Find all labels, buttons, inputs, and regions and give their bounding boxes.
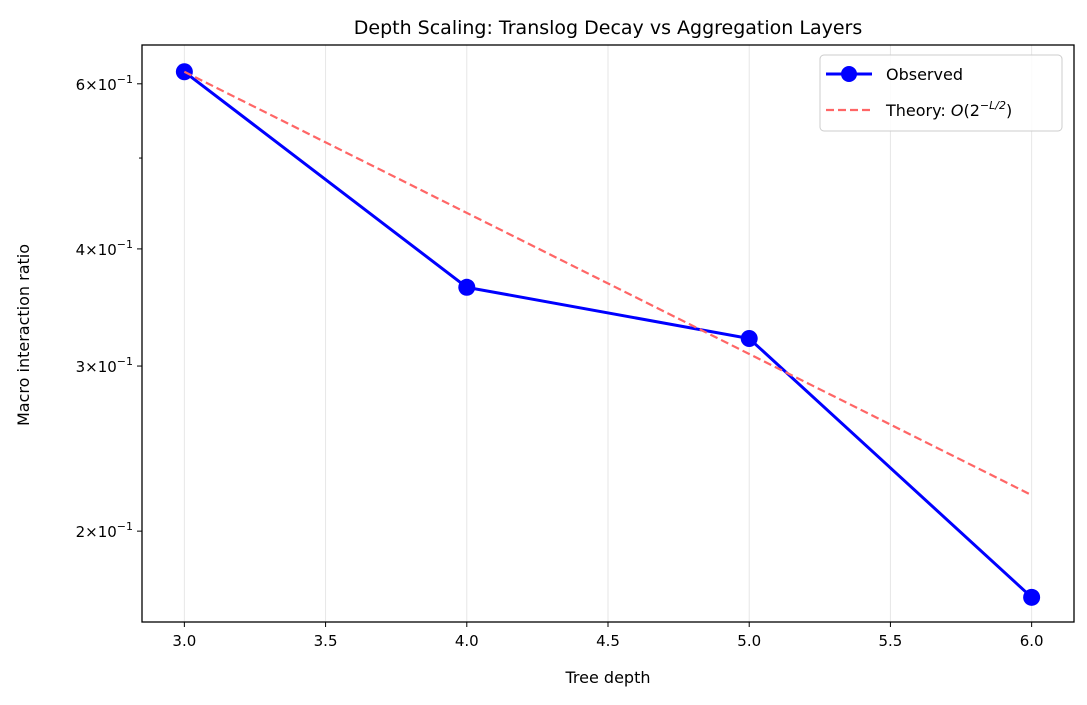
y-tick-exponent: −1 [117,73,133,86]
y-tick-exponent: −1 [117,520,133,533]
grid [183,45,1033,622]
y-tick-label: 6×10−1 [76,73,133,94]
theory-line [183,70,1033,497]
y-axis: 6×10−14×10−13×10−12×10−1 [76,73,142,541]
y-tick-mantissa: 4×10 [76,241,117,259]
y-tick-label: 3×10−1 [76,355,133,376]
y-tick-mantissa: 2×10 [76,523,117,541]
x-tick-label: 3.5 [314,632,338,650]
x-tick-label: 5.5 [878,632,902,650]
y-tick-label: 4×10−1 [76,238,133,259]
legend-observed-marker [841,66,857,82]
y-tick-mantissa: 3×10 [76,358,117,376]
y-tick-mantissa: 6×10 [76,76,117,94]
y-tick-label: 2×10−1 [76,520,133,541]
y-tick-exponent: −1 [117,238,133,251]
legend-observed-label: Observed [886,65,963,84]
legend-theory-O: O [951,101,964,120]
x-tick-label: 4.5 [596,632,620,650]
x-axis-label: Tree depth [565,668,651,687]
observed-point [740,329,758,347]
legend-theory-text: Theory: [885,101,951,120]
x-tick-label: 6.0 [1020,632,1044,650]
series-layer [175,63,1041,606]
observed-line [183,70,1033,599]
legend-theory-base: (2 [964,101,980,120]
legend-box [819,54,1063,132]
y-tick-exponent: −1 [117,355,133,368]
x-tick-label: 5.0 [737,632,761,650]
legend-theory-label: Theory: O(2−L/2) [885,99,1012,120]
x-tick-label: 3.0 [172,632,196,650]
legend-theory-close: ) [1006,101,1012,120]
chart-title: Depth Scaling: Translog Decay vs Aggrega… [354,17,862,39]
y-axis-label: Macro interaction ratio [14,244,33,426]
x-axis: 3.0 3.5 4.0 4.5 5.0 5.5 6.0 [172,622,1044,650]
x-tick-label: 4.0 [455,632,479,650]
observed-point [458,278,476,296]
observed-point [1023,588,1041,606]
legend: Observed Theory: O(2−L/2) [819,54,1063,132]
legend-theory-sup: −L/2 [980,99,1006,112]
